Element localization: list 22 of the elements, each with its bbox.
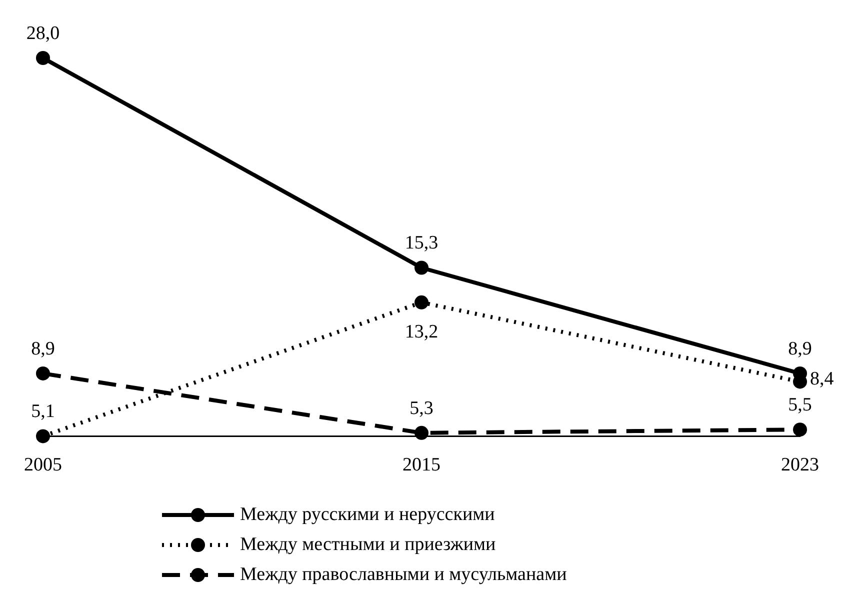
x-tick-label: 2005 — [24, 454, 62, 476]
x-tick-label: 2023 — [781, 454, 819, 476]
point — [414, 260, 428, 275]
point — [414, 295, 428, 310]
legend-label: Между православными и мусульманами — [240, 564, 567, 586]
point — [793, 422, 807, 437]
data-label: 13,2 — [404, 321, 438, 342]
point — [414, 426, 428, 440]
data-label: 5,3 — [410, 398, 434, 419]
point — [36, 366, 50, 380]
legend-label: Между местными и приезжими — [240, 534, 496, 556]
data-label: 5,1 — [31, 401, 55, 422]
x-tick-label: 2015 — [402, 454, 440, 476]
data-label: 28,0 — [26, 22, 60, 44]
data-label: 15,3 — [404, 232, 438, 254]
data-label: 8,9 — [31, 338, 55, 360]
data-label: 8,4 — [810, 368, 834, 390]
data-label: 8,9 — [788, 338, 812, 360]
legend-label: Между русскими и нерусскими — [240, 504, 495, 526]
data-label: 5,5 — [788, 394, 812, 416]
point — [36, 429, 50, 444]
point — [36, 51, 50, 65]
